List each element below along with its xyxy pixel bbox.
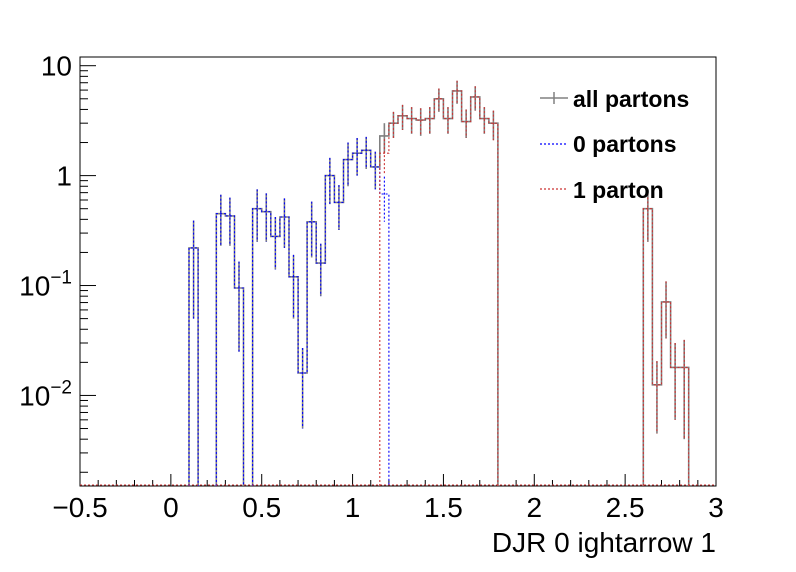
- histogram-step-series-1: [215, 213, 245, 486]
- legend-label-0-partons: 0 partons: [573, 131, 677, 157]
- x-tick-labels: −0.5 0 0.5 1 1.5 2 2.5 3: [52, 492, 723, 523]
- x-tick-label: −0.5: [52, 492, 107, 523]
- legend-label-all-partons: all partons: [573, 86, 689, 112]
- plot-frame: [79, 56, 717, 487]
- x-tick-label: 2: [526, 492, 542, 523]
- histogram-step-series-0: [251, 90, 499, 486]
- y-tick-label: 1: [56, 161, 72, 192]
- x-tick-label: 1.5: [424, 492, 463, 523]
- legend: all partons 0 partons 1 parton: [540, 86, 689, 203]
- x-axis-title: DJR 0 ightarrow 1: [492, 527, 716, 558]
- histogram-step-series-1: [252, 149, 390, 486]
- histogram-step-series-0: [642, 207, 690, 486]
- axis-ticks: [79, 65, 717, 486]
- x-tick-label: 3: [708, 492, 724, 523]
- x-tick-label: 0: [163, 492, 179, 523]
- histogram-series: [80, 80, 716, 486]
- x-tick-label: 1: [345, 492, 361, 523]
- x-tick-label: 0.5: [242, 492, 281, 523]
- legend-label-1-parton: 1 parton: [573, 177, 664, 203]
- y-tick-label: 10: [41, 51, 72, 82]
- histogram-step-series-2: [642, 208, 690, 486]
- y-tick-labels: 10−2 10−1 1 10: [19, 51, 72, 412]
- y-tick-label: 10−2: [19, 377, 72, 411]
- y-tick-label: 10−1: [19, 268, 72, 302]
- x-tick-label: 2.5: [606, 492, 645, 523]
- histogram-step-series-2: [379, 90, 499, 486]
